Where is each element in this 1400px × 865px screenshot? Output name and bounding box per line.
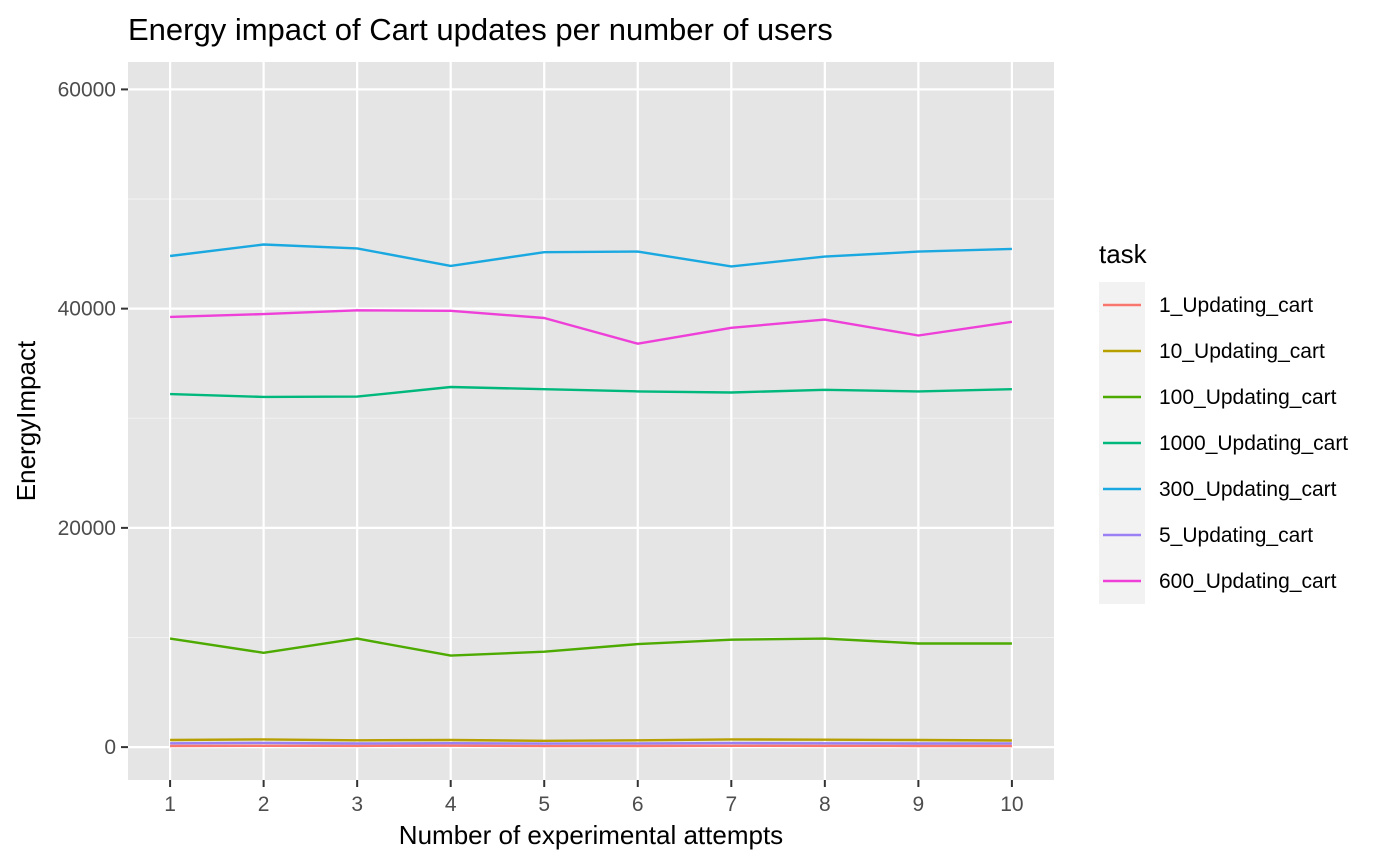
x-tick-label: 7 bbox=[725, 793, 737, 816]
legend-label: 600_Updating_cart bbox=[1159, 570, 1337, 593]
x-tick-label: 4 bbox=[445, 793, 457, 816]
legend-label: 10_Updating_cart bbox=[1159, 340, 1325, 363]
legend: task 1_Updating_cart 10_Updating_cart 100_… bbox=[1099, 239, 1348, 604]
x-tick-label: 1 bbox=[164, 793, 176, 816]
x-tick-label: 5 bbox=[538, 793, 550, 816]
x-tick-label: 6 bbox=[632, 793, 644, 816]
legend-label: 1000_Updating_cart bbox=[1159, 432, 1348, 455]
y-axis: 0 20000 40000 60000 bbox=[58, 78, 128, 759]
legend-label: 5_Updating_cart bbox=[1159, 524, 1313, 547]
grid-lines bbox=[128, 62, 1054, 780]
legend-title: task bbox=[1099, 239, 1148, 269]
x-axis: 1 2 3 4 5 6 7 8 9 10 bbox=[164, 780, 1024, 816]
series-lines bbox=[169, 243, 1013, 748]
series-line-100_Updating_cart bbox=[169, 637, 1012, 657]
series-line-10_Updating_cart bbox=[170, 738, 1012, 742]
legend-label: 1_Updating_cart bbox=[1159, 294, 1313, 317]
x-tick-label: 8 bbox=[819, 793, 831, 816]
series-line-1000_Updating_cart bbox=[170, 385, 1012, 399]
x-tick-label: 3 bbox=[351, 793, 363, 816]
x-tick-label: 2 bbox=[258, 793, 270, 816]
chart-title: Energy impact of Cart updates per number… bbox=[128, 12, 833, 47]
y-tick-label: 0 bbox=[104, 736, 116, 759]
y-axis-label: EnergyImpact bbox=[11, 340, 41, 501]
y-tick-label: 20000 bbox=[58, 517, 116, 540]
x-tick-label: 9 bbox=[913, 793, 925, 816]
legend-label: 300_Updating_cart bbox=[1159, 478, 1337, 501]
y-tick-label: 40000 bbox=[58, 298, 116, 321]
series-line-5_Updating_cart bbox=[170, 741, 1012, 745]
series-line-300_Updating_cart bbox=[169, 243, 1012, 268]
legend-label: 100_Updating_cart bbox=[1159, 386, 1337, 409]
series-line-600_Updating_cart bbox=[170, 309, 1013, 345]
x-axis-label: Number of experimental attempts bbox=[399, 820, 783, 850]
x-tick-label: 10 bbox=[1000, 793, 1023, 816]
y-tick-label: 60000 bbox=[58, 78, 116, 101]
plot-panel bbox=[128, 62, 1054, 780]
